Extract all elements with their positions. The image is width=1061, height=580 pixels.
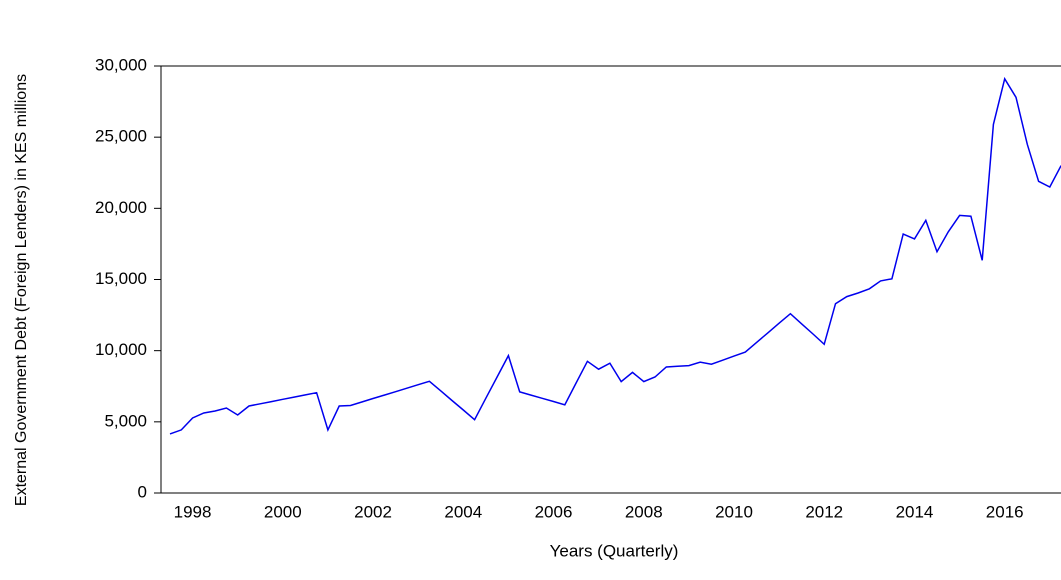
y-tick-label: 30,000: [95, 55, 147, 74]
y-tick-label: 5,000: [104, 411, 147, 430]
y-tick-label: 15,000: [95, 269, 147, 288]
x-tick-label: 2012: [805, 502, 843, 521]
y-tick-label: 20,000: [95, 198, 147, 217]
y-axis-label: External Government Debt (Foreign Lender…: [13, 74, 30, 506]
x-tick-label: 2008: [625, 502, 663, 521]
x-tick-label: 2006: [535, 502, 573, 521]
x-tick-label: 2010: [715, 502, 753, 521]
y-tick-label: 10,000: [95, 340, 147, 359]
x-axis-label: Years (Quarterly): [550, 541, 679, 560]
x-tick-label: 1998: [174, 502, 212, 521]
x-tick-label: 2016: [986, 502, 1024, 521]
data-line: [169, 76, 1061, 435]
y-tick-label: 25,000: [95, 127, 147, 146]
y-tick-label: 0: [138, 482, 147, 501]
x-tick-label: 2002: [354, 502, 392, 521]
x-tick-label: 2004: [444, 502, 482, 521]
x-tick-label: 2000: [264, 502, 302, 521]
x-tick-label: 2014: [896, 502, 934, 521]
